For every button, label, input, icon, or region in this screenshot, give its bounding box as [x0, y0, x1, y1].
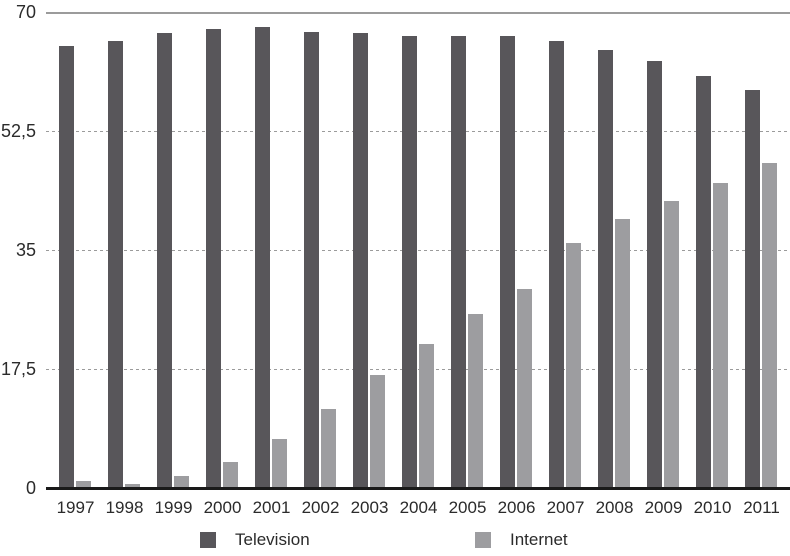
internet-bar-2010	[713, 183, 728, 488]
television-bar-1997	[59, 46, 74, 488]
internet-bar-2004	[419, 344, 434, 488]
television-bar-2011	[745, 90, 760, 488]
internet-bar-1997	[76, 481, 91, 488]
television-bar-2001	[255, 27, 270, 488]
x-axis-label-2008: 2008	[595, 498, 634, 517]
x-axis-label-2001: 2001	[252, 498, 291, 517]
legend-item-television: Television	[200, 530, 310, 550]
gridline-17-5	[46, 369, 790, 370]
internet-bar-2008	[615, 219, 630, 488]
x-axis-label-1999: 1999	[154, 498, 193, 517]
internet-bar-1998	[125, 484, 140, 488]
television-bar-2003	[353, 33, 368, 488]
television-bar-2008	[598, 50, 613, 488]
television-legend-swatch	[200, 532, 216, 548]
legend: Television Internet	[0, 530, 790, 552]
television-bar-2006	[500, 36, 515, 488]
y-axis-label-35: 35	[15, 240, 36, 260]
plot-area	[46, 12, 790, 488]
television-legend-label: Television	[235, 530, 310, 549]
internet-bar-2000	[223, 462, 238, 488]
television-bar-2000	[206, 29, 221, 488]
x-axis-label-2010: 2010	[693, 498, 732, 517]
internet-bar-2006	[517, 289, 532, 488]
x-axis-label-2009: 2009	[644, 498, 683, 517]
x-axis-label-1998: 1998	[105, 498, 144, 517]
y-axis-label-17-5: 17,5	[0, 359, 36, 379]
x-axis-label-1997: 1997	[56, 498, 95, 517]
internet-bar-1999	[174, 476, 189, 488]
internet-bar-2007	[566, 243, 581, 488]
internet-bar-2003	[370, 375, 385, 488]
television-bar-2010	[696, 76, 711, 488]
x-axis-label-2006: 2006	[497, 498, 536, 517]
gridline-35	[46, 250, 790, 251]
internet-bar-2001	[272, 439, 287, 488]
x-axis-label-2005: 2005	[448, 498, 487, 517]
television-bar-2007	[549, 41, 564, 488]
x-axis-label-2002: 2002	[301, 498, 340, 517]
television-bar-2009	[647, 61, 662, 488]
legend-item-internet: Internet	[475, 530, 568, 550]
y-axis-label-0: 0	[25, 478, 36, 498]
television-bar-2005	[451, 36, 466, 488]
television-bar-2004	[402, 36, 417, 488]
x-axis-label-2003: 2003	[350, 498, 389, 517]
y-axis-label-52-5: 52,5	[0, 121, 36, 141]
internet-bar-2009	[664, 201, 679, 488]
internet-bar-2011	[762, 163, 777, 488]
y-axis-label-70: 70	[15, 2, 36, 22]
gridline-70	[46, 12, 790, 14]
television-bar-2002	[304, 32, 319, 488]
x-axis-label-2000: 2000	[203, 498, 242, 517]
x-axis-line	[46, 487, 790, 490]
internet-legend-label: Internet	[510, 530, 568, 549]
x-axis-label-2004: 2004	[399, 498, 438, 517]
television-bar-1998	[108, 41, 123, 488]
x-axis-label-2007: 2007	[546, 498, 585, 517]
internet-legend-swatch	[475, 532, 491, 548]
gridline-52-5	[46, 131, 790, 132]
television-bar-1999	[157, 33, 172, 488]
internet-bar-2005	[468, 314, 483, 488]
internet-bar-2002	[321, 409, 336, 488]
x-axis-label-2011: 2011	[743, 498, 780, 517]
